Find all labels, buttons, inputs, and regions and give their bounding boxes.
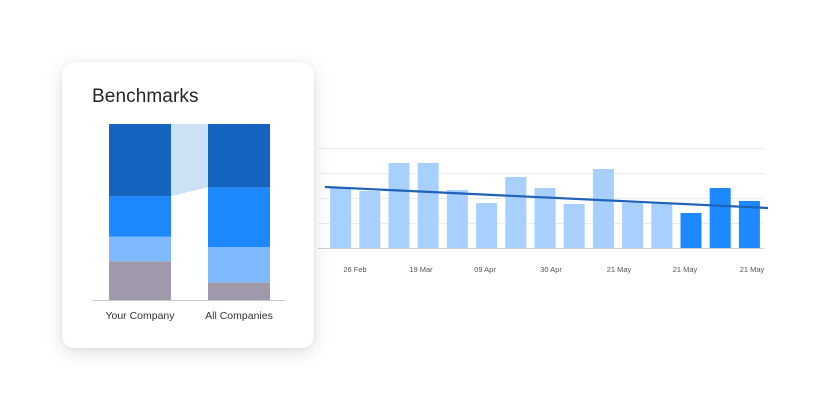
trend-bar-6 [476,203,498,248]
trend-bar-8 [534,188,556,248]
trend-tick-label-3: 09 Apr [474,265,496,274]
benchmark-segment-1-2 [109,236,171,262]
trend-line [324,185,768,210]
trend-bar-14 [709,188,731,248]
trend-bar-9 [563,204,585,248]
trend-tick-label-1: 26 Feb [343,265,366,274]
trend-tick-label-5: 21 May [607,265,632,274]
trend-bar-3 [388,163,410,248]
trend-tick-label-4: 30 Apr [540,265,562,274]
trend-chart: 26 Feb 19 Mar 09 Apr 30 Apr 21 May 21 May 21 M… [318,148,768,274]
trend-tick-label-6: 21 May [673,265,698,274]
benchmarks-chart: Your Company All Companies [92,124,285,322]
benchmark-segment-1-3 [109,196,171,237]
trend-bar-5 [446,190,468,248]
trend-bar-10 [592,169,614,248]
trend-bar-11 [622,203,644,248]
benchmark-segment-1-1 [109,261,171,300]
trend-bar-2 [359,191,381,248]
trend-bar-12 [651,203,673,248]
trend-tick-label-7: 21 May [740,265,765,274]
trend-bar-7 [505,177,527,248]
benchmark-segment-2-4 [208,124,270,188]
benchmark-segment-1-4 [109,124,171,197]
benchmark-segment-2-1 [208,282,270,300]
trend-bar-15 [738,201,760,248]
trend-bar-4 [417,163,439,248]
trend-bar-1 [330,188,352,248]
benchmark-category-label-1: Your Company [105,310,175,322]
benchmarks-card: Benchmarks Your Company All Companies [62,62,314,348]
benchmark-segment-2-2 [208,247,270,283]
trend-tick-label-2: 19 Mar [409,265,433,274]
benchmark-segment-2-3 [208,187,270,248]
benchmark-category-label-2: All Companies [205,310,273,322]
trend-bar-13 [680,213,702,248]
benchmarks-title: Benchmarks [92,86,199,107]
benchmark-connector-band [171,124,208,197]
